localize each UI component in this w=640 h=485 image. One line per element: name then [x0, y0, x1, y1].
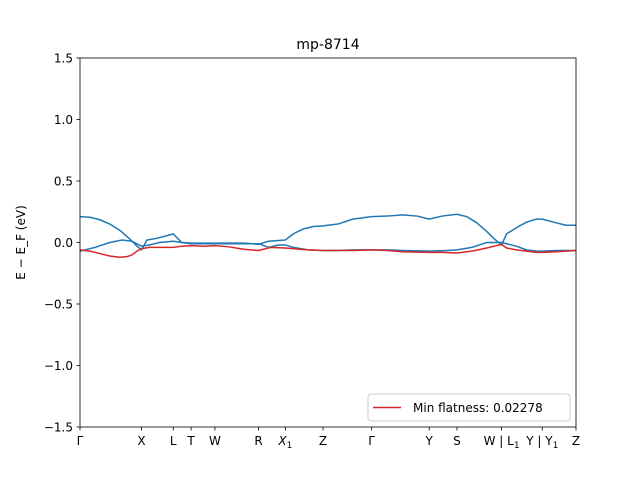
y-tick-label: 1.0 — [54, 113, 73, 127]
x-tick-label: Γ — [77, 434, 84, 448]
legend-label: Min flatness: 0.02278 — [413, 401, 543, 415]
y-axis-label: E − E_F (eV) — [14, 205, 28, 280]
x-tick-label: Z — [319, 434, 327, 448]
x-tick-label: W | L1 — [484, 434, 520, 451]
x-tick-label: S — [453, 434, 461, 448]
x-tick-label: Y | Y1 — [525, 434, 558, 451]
x-tick-label: X — [137, 434, 145, 448]
x-tick-label: Y — [425, 434, 434, 448]
y-tick-label: −0.5 — [44, 298, 73, 312]
band-line-1 — [79, 213, 576, 251]
legend: Min flatness: 0.02278 — [367, 393, 571, 422]
x-tick-label: W — [209, 434, 221, 448]
x-tick-label: R — [254, 434, 262, 448]
y-axis-ticks: −1.5 −1.0 −0.5 0.0 0.5 1.0 1.5 — [44, 52, 80, 435]
x-tick-label: L — [170, 434, 177, 448]
x-tick-label: T — [186, 434, 195, 448]
x-tick-label: X1 — [277, 434, 292, 451]
x-tick-label: Γ — [368, 434, 375, 448]
y-axis-label-group: E − E_F (eV) — [14, 205, 28, 280]
y-tick-label: 1.5 — [54, 52, 73, 66]
band-line-3 — [79, 243, 577, 259]
series-layer — [79, 213, 577, 259]
x-tick-label: Z — [572, 434, 580, 448]
y-tick-label: 0.0 — [54, 236, 73, 250]
y-tick-label: −1.0 — [44, 359, 73, 373]
x-axis-ticks: Γ X L T W R X1 Z Γ Y S W | L1 Y | Y1 Z — [77, 427, 580, 451]
y-tick-label: −1.5 — [44, 421, 73, 435]
legend-box — [367, 393, 571, 422]
y-tick-label: 0.5 — [54, 175, 73, 189]
chart-title: mp-8714 — [296, 37, 359, 53]
